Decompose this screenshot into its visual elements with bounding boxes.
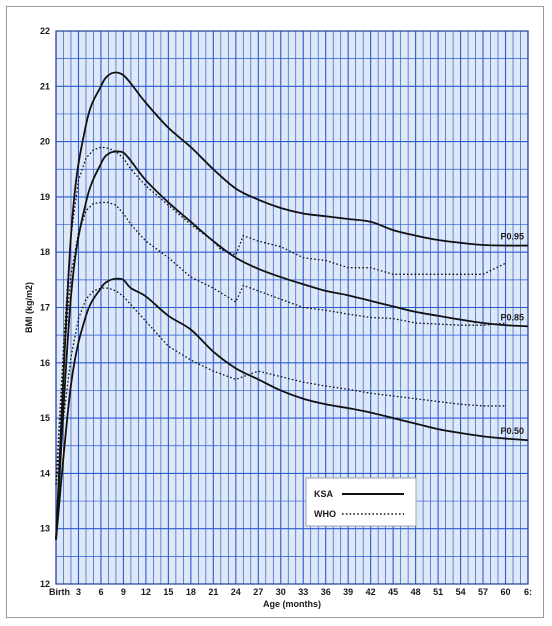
legend-label: KSA [314, 489, 334, 499]
x-tick-label: 51 [433, 587, 443, 597]
who-series-line-5 [55, 287, 506, 485]
x-tick-label: 3 [76, 587, 81, 597]
x-tick-label: 9 [121, 587, 126, 597]
y-axis-label: BMI (kg/m2) [24, 282, 34, 333]
x-tick-label: 18 [186, 587, 196, 597]
x-tick-label: 42 [366, 587, 376, 597]
x-tick-label: 36 [321, 587, 331, 597]
x-tick-label: 12 [141, 587, 151, 597]
x-tick-label: 15 [163, 587, 173, 597]
x-tick-label: 27 [253, 587, 263, 597]
x-tick-label: 30 [276, 587, 286, 597]
x-axis-label: Age (months) [263, 599, 321, 609]
x-tick-label: Birth [49, 587, 70, 597]
x-tick-label: 33 [298, 587, 308, 597]
y-tick-label: 20 [40, 137, 50, 147]
y-tick-label: 22 [40, 26, 50, 36]
who-series-line-3 [55, 146, 506, 485]
y-tick-label: 21 [40, 81, 50, 91]
series-label: P0.85 [500, 312, 524, 322]
y-tick-label: 18 [40, 247, 50, 257]
ksa-series-line-2 [55, 277, 529, 540]
x-tick-label: 57 [478, 587, 488, 597]
legend-box [305, 477, 417, 527]
y-tick-label: 12 [40, 579, 50, 589]
x-tick-label: 54 [456, 587, 466, 597]
x-tick-label: 6: [524, 587, 532, 597]
y-tick-label: 15 [40, 413, 50, 423]
y-tick-label: 13 [40, 524, 50, 534]
y-tick-label: 14 [40, 468, 50, 478]
x-tick-label: 60 [501, 587, 511, 597]
y-tick-label: 16 [40, 358, 50, 368]
legend-label: WHO [314, 509, 336, 519]
ksa-series-line-1 [55, 150, 529, 540]
x-tick-label: 39 [343, 587, 353, 597]
series-label: P0.95 [500, 232, 524, 242]
series-label: P0.50 [500, 426, 524, 436]
x-tick-label: 48 [411, 587, 421, 597]
x-tick-label: 45 [388, 587, 398, 597]
plot-border [55, 30, 529, 585]
y-tick-label: 19 [40, 192, 50, 202]
ksa-series-line-0 [55, 71, 529, 540]
x-tick-label: 6 [98, 587, 103, 597]
x-tick-label: 21 [208, 587, 218, 597]
x-tick-label: 24 [231, 587, 241, 597]
y-tick-label: 17 [40, 303, 50, 313]
